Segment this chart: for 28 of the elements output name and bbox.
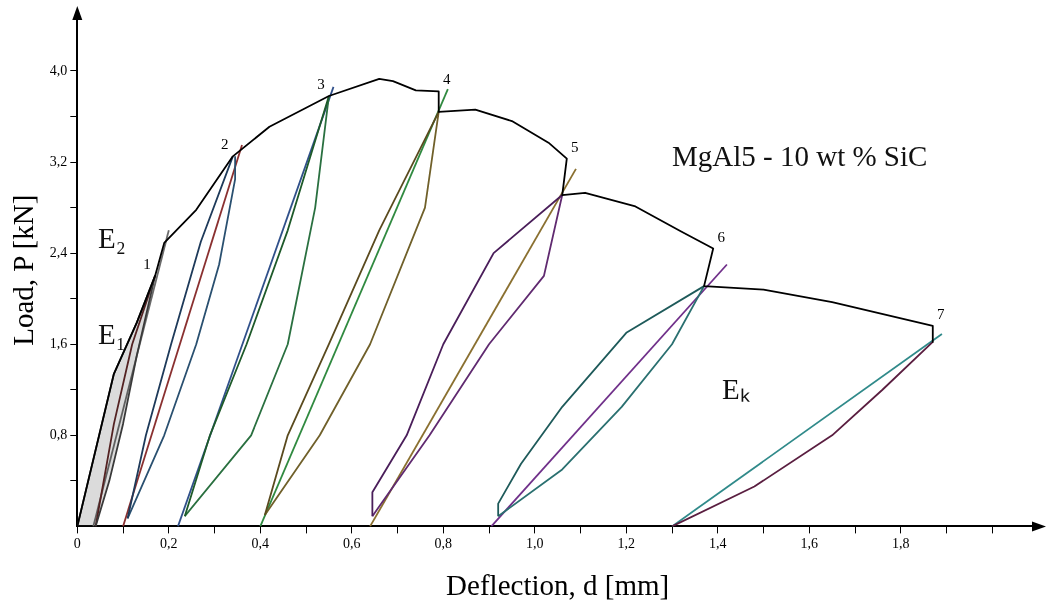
annotation: E₁ — [98, 318, 126, 351]
annotation: Eₖ — [722, 372, 750, 407]
annotation: 2 — [221, 136, 229, 153]
y-tick-label: 4,0 — [49, 62, 68, 78]
annotation: 7 — [937, 305, 946, 322]
x-tick-label: 1,4 — [709, 536, 727, 552]
y-tick-label: 3,2 — [49, 153, 68, 169]
x-tick-label: 1,0 — [526, 536, 544, 552]
x-tick-label: 0,8 — [434, 536, 453, 552]
y-tick-label: 2,4 — [49, 244, 68, 260]
y-tick-label: 0,8 — [49, 426, 68, 442]
x-tick-label: 0 — [73, 536, 81, 552]
x-tick-label: 0,2 — [160, 536, 178, 552]
annotation: 1 — [143, 255, 151, 272]
x-tick-label: 1,8 — [892, 536, 910, 552]
x-tick-label: 1,2 — [617, 536, 636, 552]
x-axis-title: Deflection, d [mm] — [446, 569, 670, 602]
x-tick-label: 0,6 — [343, 536, 361, 552]
x-tick-label: 1,6 — [800, 536, 819, 552]
y-axis-title: Load, P [kN] — [7, 194, 40, 346]
annotation: 5 — [571, 138, 579, 155]
annotation: 3 — [317, 75, 325, 92]
y-tick-label: 1,6 — [49, 335, 68, 351]
x-tick-label: 0,4 — [251, 536, 270, 552]
annotation: 6 — [717, 228, 726, 245]
annotation: MgAl5 - 10 wt % SiC — [672, 140, 928, 173]
annotation: 4 — [442, 71, 451, 88]
annotation: E₂ — [98, 222, 126, 255]
